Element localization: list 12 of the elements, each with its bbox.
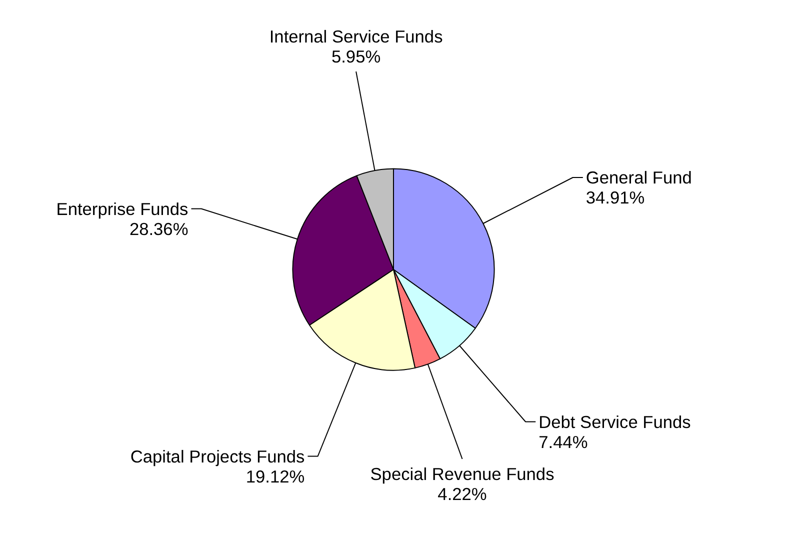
slice-label: Special Revenue Funds [370, 464, 555, 484]
data-label: 19.12% [246, 466, 305, 486]
slice-label: Debt Service Funds [538, 412, 692, 432]
data-label: 7.44% [538, 432, 588, 452]
slice-label: Enterprise Funds [56, 198, 189, 219]
data-label: 28.36% [129, 218, 188, 239]
data-label: 5.95% [331, 46, 381, 66]
data-label: 4.22% [438, 484, 487, 504]
slice-label: Capital Projects Funds [130, 446, 306, 466]
slice-label: Internal Service Funds [269, 26, 444, 46]
data-label: 34.91% [586, 188, 645, 208]
slice-label: General Fund [586, 167, 692, 188]
